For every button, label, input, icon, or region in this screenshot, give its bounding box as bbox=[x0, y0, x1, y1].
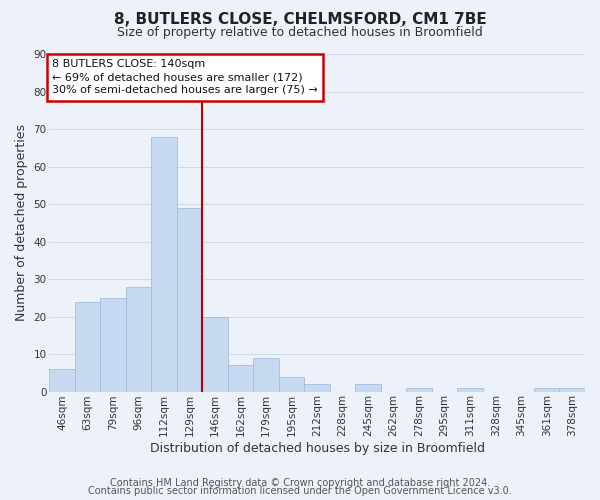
Bar bbox=[202, 316, 228, 392]
Bar bbox=[49, 369, 75, 392]
Bar bbox=[100, 298, 126, 392]
Text: 8, BUTLERS CLOSE, CHELMSFORD, CM1 7BE: 8, BUTLERS CLOSE, CHELMSFORD, CM1 7BE bbox=[113, 12, 487, 28]
Bar bbox=[151, 136, 177, 392]
Bar bbox=[457, 388, 483, 392]
Bar bbox=[355, 384, 381, 392]
Y-axis label: Number of detached properties: Number of detached properties bbox=[15, 124, 28, 322]
Text: 8 BUTLERS CLOSE: 140sqm
← 69% of detached houses are smaller (172)
30% of semi-d: 8 BUTLERS CLOSE: 140sqm ← 69% of detache… bbox=[52, 59, 318, 96]
Bar bbox=[126, 286, 151, 392]
X-axis label: Distribution of detached houses by size in Broomfield: Distribution of detached houses by size … bbox=[150, 442, 485, 455]
Bar bbox=[534, 388, 559, 392]
Text: Contains HM Land Registry data © Crown copyright and database right 2024.: Contains HM Land Registry data © Crown c… bbox=[110, 478, 490, 488]
Bar bbox=[177, 208, 202, 392]
Bar bbox=[279, 376, 304, 392]
Text: Contains public sector information licensed under the Open Government Licence v3: Contains public sector information licen… bbox=[88, 486, 512, 496]
Text: Size of property relative to detached houses in Broomfield: Size of property relative to detached ho… bbox=[117, 26, 483, 39]
Bar bbox=[253, 358, 279, 392]
Bar bbox=[559, 388, 585, 392]
Bar bbox=[304, 384, 330, 392]
Bar bbox=[228, 366, 253, 392]
Bar bbox=[75, 302, 100, 392]
Bar bbox=[406, 388, 432, 392]
